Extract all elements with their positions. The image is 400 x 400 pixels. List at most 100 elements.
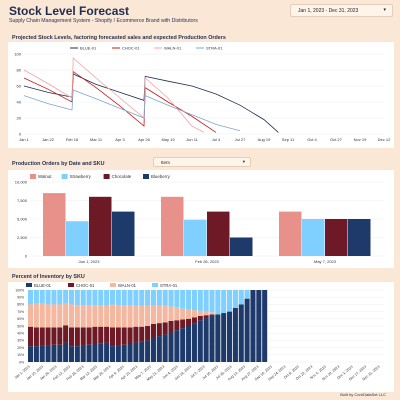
stacked-bar-segment — [145, 326, 151, 341]
stacked-bar-segment — [168, 332, 174, 362]
y-tick-label: 100 — [14, 52, 21, 57]
legend-label: WALN-01 — [164, 46, 182, 51]
y-tick-label: 80% — [17, 303, 24, 307]
y-tick-label: 0 — [19, 132, 22, 137]
stacked-bar-segment — [174, 330, 180, 362]
stacked-bar-segment — [174, 290, 180, 308]
x-tick-label: Aug 19 — [258, 137, 271, 142]
x-tick-label: May 7, 2023 — [314, 259, 337, 264]
stacked-bar-segment — [197, 290, 203, 311]
stacked-bar-segment — [162, 334, 168, 362]
orders-chart-title: Production Orders by Date and SKU — [12, 161, 105, 167]
x-tick-label: Oct 4 — [307, 137, 317, 142]
stacked-bar-segment — [86, 327, 92, 345]
stacked-bar-segment — [139, 305, 145, 327]
stacked-bar-segment — [51, 344, 57, 362]
x-tick-label: Oct 27 — [330, 137, 343, 142]
stacked-bar-segment — [221, 313, 227, 362]
stacked-bar-segment — [28, 304, 34, 327]
stacked-bar-segment — [45, 327, 51, 346]
x-tick-label: Feb 16 — [66, 137, 79, 142]
series-line — [23, 89, 241, 132]
y-tick-label: 40% — [17, 332, 24, 336]
stacked-bar-segment — [215, 290, 221, 315]
stacked-bar-segment — [209, 312, 215, 315]
stacked-bar-segment — [115, 305, 121, 328]
stacked-bar-segment — [127, 344, 133, 362]
stacked-bar-segment — [115, 290, 121, 306]
item-dropdown-value: Item — [161, 160, 170, 165]
stacked-bar-segment — [104, 305, 110, 327]
x-tick-label: Nov 19 — [354, 137, 367, 142]
page-title: Stock Level Forecast — [9, 4, 130, 18]
stacked-bar-segment — [145, 290, 151, 306]
bar — [43, 193, 66, 256]
stacked-bar-segment — [57, 344, 63, 362]
footer-credit: Built by CoreDataSet LLC — [340, 392, 386, 397]
stacked-bar-segment — [191, 323, 197, 362]
bar — [230, 237, 253, 256]
inventory-chart-title: Percent of Inventory by SKU — [12, 274, 85, 280]
stacked-bar-segment — [121, 327, 127, 345]
stacked-bar-segment — [250, 290, 256, 362]
stacked-bar-segment — [28, 346, 34, 362]
stock-chart-title: Projected Stock Levels, factoring foreca… — [12, 35, 226, 41]
stacked-bar-segment — [227, 290, 233, 312]
stacked-bar-segment — [39, 345, 45, 362]
stacked-bar-segment — [133, 342, 139, 362]
date-range-picker[interactable]: Jan 1, 2023 - Dec 31, 2023 ▾ — [290, 4, 393, 17]
stacked-bar-segment — [39, 303, 45, 328]
date-range-value: Jan 1, 2023 - Dec 31, 2023 — [298, 8, 359, 14]
stacked-bar-segment — [121, 305, 127, 328]
stacked-bar-segment — [109, 304, 116, 328]
stacked-bar-segment — [174, 307, 180, 321]
stacked-bar-segment — [133, 290, 139, 306]
stacked-bar-segment — [121, 344, 127, 362]
stacked-bar-segment — [162, 305, 168, 323]
stacked-bar-segment — [45, 290, 51, 305]
stacked-bar-segment — [221, 290, 227, 314]
stacked-bar-segment — [86, 290, 92, 306]
stacked-bar-segment — [133, 326, 139, 343]
stacked-bar-segment — [180, 308, 186, 320]
stacked-bar-segment — [238, 290, 244, 305]
stacked-bar-segment — [28, 290, 34, 305]
y-tick-label: 0 — [25, 254, 28, 259]
stacked-bar-segment — [162, 290, 168, 306]
stacked-bar-segment — [145, 305, 151, 326]
item-dropdown[interactable]: Item ▾ — [153, 157, 251, 167]
stacked-bar-segment — [209, 290, 215, 313]
chevron-down-icon: ▾ — [242, 159, 245, 164]
legend-swatch — [103, 174, 110, 179]
stacked-bar-segment — [39, 290, 45, 304]
stacked-bar-segment — [139, 290, 145, 306]
y-tick-label: 60 — [17, 84, 22, 89]
stacked-bar-segment — [86, 344, 92, 362]
x-tick-label: Feb 26, 2023 — [195, 259, 219, 264]
stacked-bar-segment — [33, 303, 39, 328]
inventory-percent-stacked-bar-chart: 0% 10% 20% 30% 40% 50% 60% 70% 80% 90% 100% BLUE-01… — [14, 283, 384, 382]
bar — [207, 211, 230, 256]
stacked-bar-segment — [197, 315, 203, 321]
stacked-bar-segment — [191, 310, 197, 318]
legend-swatch — [152, 283, 158, 287]
stacked-bar-segment — [186, 309, 192, 319]
stacked-bar-segment — [80, 305, 86, 328]
y-tick-label: 30% — [17, 339, 24, 343]
stacked-bar-segment — [80, 290, 86, 306]
stacked-bar-segment — [156, 336, 162, 362]
stacked-bar-segment — [256, 290, 262, 362]
stacked-bar-segment — [28, 326, 34, 347]
legend-swatch — [61, 174, 68, 179]
stacked-bar-segment — [168, 320, 174, 333]
bar — [325, 219, 348, 256]
x-tick-label: Apr 3 — [115, 137, 125, 142]
stacked-bar-segment — [262, 290, 268, 362]
stacked-bar-segment — [51, 290, 57, 305]
stacked-bar-segment — [168, 290, 174, 307]
stacked-bar-segment — [74, 346, 80, 362]
stacked-bar-segment — [33, 327, 39, 347]
y-tick-label: 10,000 — [15, 180, 28, 185]
bar — [89, 196, 112, 256]
legend-label: BLUE-01 — [80, 46, 97, 51]
